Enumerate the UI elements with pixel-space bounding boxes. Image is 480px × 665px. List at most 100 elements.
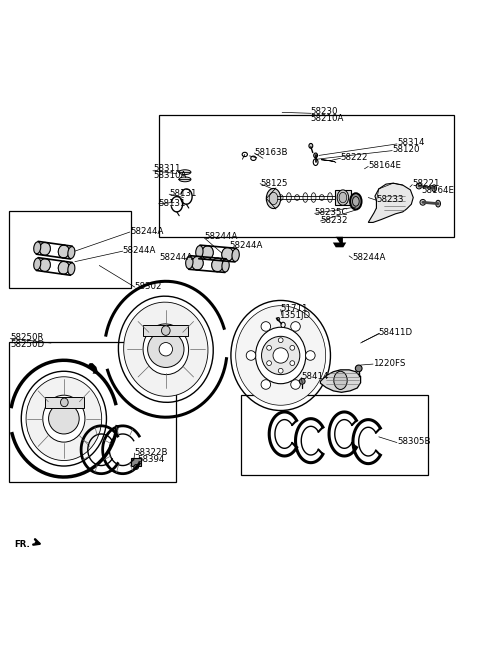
Text: 58414: 58414 bbox=[301, 372, 329, 381]
Ellipse shape bbox=[432, 185, 437, 192]
Text: 1220FS: 1220FS bbox=[373, 358, 406, 368]
Ellipse shape bbox=[212, 258, 223, 272]
Ellipse shape bbox=[236, 306, 325, 405]
Text: 58164E: 58164E bbox=[421, 186, 454, 195]
Ellipse shape bbox=[202, 246, 213, 259]
Circle shape bbox=[416, 183, 422, 189]
Circle shape bbox=[291, 322, 300, 331]
Ellipse shape bbox=[311, 193, 316, 202]
Text: 58310A: 58310A bbox=[153, 171, 186, 180]
Circle shape bbox=[267, 360, 272, 366]
Ellipse shape bbox=[68, 247, 75, 259]
Polygon shape bbox=[321, 370, 360, 392]
Ellipse shape bbox=[202, 246, 213, 259]
Ellipse shape bbox=[269, 192, 278, 205]
Ellipse shape bbox=[39, 243, 50, 255]
Circle shape bbox=[355, 365, 362, 372]
Ellipse shape bbox=[179, 170, 191, 174]
Circle shape bbox=[134, 465, 139, 469]
Ellipse shape bbox=[222, 259, 229, 272]
Circle shape bbox=[278, 368, 283, 373]
Text: 58163B: 58163B bbox=[254, 148, 288, 156]
Text: 58305B: 58305B bbox=[397, 437, 431, 446]
Ellipse shape bbox=[26, 377, 102, 461]
Ellipse shape bbox=[60, 398, 68, 407]
Text: 58230: 58230 bbox=[311, 107, 338, 116]
Text: 58235C: 58235C bbox=[315, 208, 348, 217]
Ellipse shape bbox=[192, 257, 203, 270]
Ellipse shape bbox=[39, 259, 50, 271]
Ellipse shape bbox=[309, 144, 313, 148]
Ellipse shape bbox=[277, 317, 280, 321]
Text: 58250R: 58250R bbox=[10, 332, 44, 342]
Text: 58222: 58222 bbox=[340, 153, 368, 162]
Ellipse shape bbox=[212, 258, 223, 272]
Circle shape bbox=[300, 378, 305, 384]
Circle shape bbox=[148, 331, 184, 368]
Text: 58210A: 58210A bbox=[311, 114, 344, 122]
Text: 58164E: 58164E bbox=[368, 161, 401, 170]
Ellipse shape bbox=[161, 326, 170, 335]
Circle shape bbox=[420, 200, 426, 205]
Ellipse shape bbox=[179, 177, 191, 182]
Ellipse shape bbox=[295, 195, 300, 200]
Polygon shape bbox=[87, 363, 98, 374]
Circle shape bbox=[290, 345, 295, 350]
Ellipse shape bbox=[143, 324, 189, 374]
Circle shape bbox=[261, 322, 271, 331]
Text: 58244A: 58244A bbox=[229, 241, 263, 250]
Ellipse shape bbox=[251, 156, 256, 160]
Circle shape bbox=[48, 404, 79, 434]
Ellipse shape bbox=[43, 395, 85, 442]
Text: 58221: 58221 bbox=[412, 179, 440, 188]
Ellipse shape bbox=[278, 195, 283, 200]
Ellipse shape bbox=[232, 249, 240, 261]
Text: 58233: 58233 bbox=[377, 195, 404, 204]
Bar bbox=[131, 458, 142, 465]
Ellipse shape bbox=[58, 245, 69, 258]
Polygon shape bbox=[368, 183, 413, 222]
Circle shape bbox=[291, 380, 300, 389]
Circle shape bbox=[262, 336, 300, 374]
Ellipse shape bbox=[314, 153, 318, 158]
Text: 58314: 58314 bbox=[397, 138, 424, 148]
Text: 58302: 58302 bbox=[135, 281, 162, 291]
Ellipse shape bbox=[436, 200, 441, 207]
Ellipse shape bbox=[39, 259, 50, 271]
Circle shape bbox=[278, 338, 283, 342]
Ellipse shape bbox=[334, 371, 347, 390]
Text: 58394: 58394 bbox=[137, 455, 165, 464]
Text: 58131: 58131 bbox=[169, 190, 197, 198]
Ellipse shape bbox=[242, 152, 247, 157]
Ellipse shape bbox=[313, 159, 318, 166]
Circle shape bbox=[290, 360, 295, 366]
Ellipse shape bbox=[350, 194, 361, 209]
Ellipse shape bbox=[339, 192, 347, 203]
Text: 58120: 58120 bbox=[392, 145, 420, 154]
Text: 51711: 51711 bbox=[281, 304, 308, 313]
Bar bbox=[9, 211, 132, 289]
Text: 58125: 58125 bbox=[260, 179, 288, 188]
Ellipse shape bbox=[58, 261, 69, 274]
Text: 58244A: 58244A bbox=[352, 253, 386, 262]
Ellipse shape bbox=[255, 327, 306, 384]
Bar bbox=[9, 342, 176, 482]
Text: 58322B: 58322B bbox=[135, 448, 168, 457]
Text: 58250D: 58250D bbox=[10, 340, 44, 349]
Ellipse shape bbox=[319, 195, 324, 200]
Text: 58131: 58131 bbox=[158, 199, 186, 207]
Text: FR.: FR. bbox=[14, 539, 30, 549]
Circle shape bbox=[267, 345, 272, 350]
Ellipse shape bbox=[39, 243, 50, 255]
Ellipse shape bbox=[196, 245, 203, 258]
Circle shape bbox=[306, 350, 315, 360]
Ellipse shape bbox=[327, 193, 332, 202]
Text: 58244A: 58244A bbox=[130, 227, 163, 235]
Text: 58232: 58232 bbox=[321, 216, 348, 225]
Ellipse shape bbox=[281, 323, 285, 327]
Ellipse shape bbox=[337, 190, 348, 205]
Ellipse shape bbox=[303, 193, 308, 202]
Ellipse shape bbox=[58, 261, 69, 274]
Ellipse shape bbox=[34, 242, 41, 254]
Text: 1351JD: 1351JD bbox=[279, 311, 311, 320]
